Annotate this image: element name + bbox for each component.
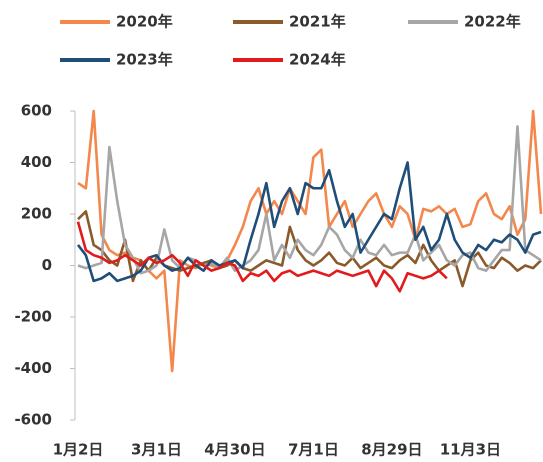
y-tick-label: -200 xyxy=(14,308,52,326)
series-line xyxy=(77,210,542,288)
legend-label: 2022年 xyxy=(464,13,521,31)
x-tick-label: 1月2日 xyxy=(53,441,104,459)
legend-label: 2020年 xyxy=(116,13,173,31)
y-tick-label: -400 xyxy=(14,359,52,377)
y-tick-label: 400 xyxy=(21,153,52,171)
y-tick-label: -600 xyxy=(14,411,52,429)
legend-label: 2024年 xyxy=(289,51,346,69)
x-tick-label: 8月29日 xyxy=(361,441,422,459)
legend-label: 2023年 xyxy=(116,51,173,69)
series-line xyxy=(76,161,542,283)
y-tick-label: 200 xyxy=(21,205,52,223)
series-line xyxy=(77,125,542,275)
y-tick-label: 0 xyxy=(42,256,52,274)
y-tick-label: 600 xyxy=(21,102,52,120)
x-tick-label: 7月1日 xyxy=(288,441,339,459)
series-line xyxy=(76,221,448,293)
x-tick-label: 4月30日 xyxy=(204,441,265,459)
series-line xyxy=(77,109,543,373)
legend-label: 2021年 xyxy=(289,13,346,31)
x-tick-label: 3月1日 xyxy=(131,441,182,459)
x-tick-label: 11月3日 xyxy=(440,441,501,459)
